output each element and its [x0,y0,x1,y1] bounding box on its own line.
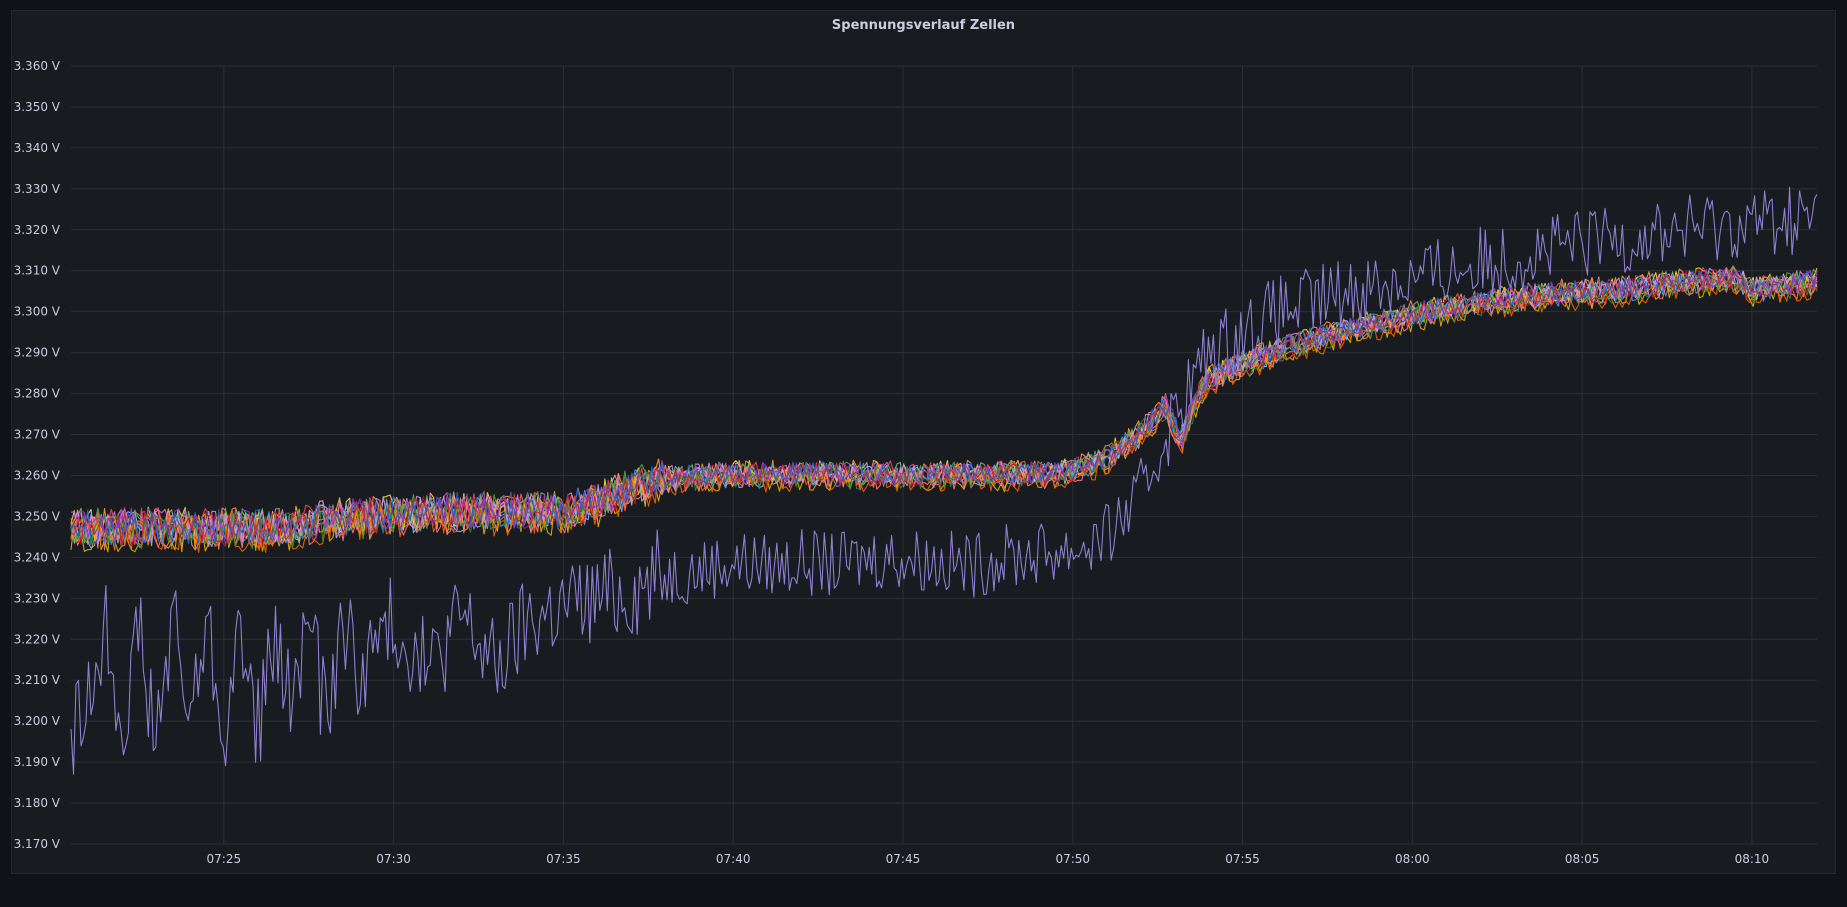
cell-voltage-line [70,272,1818,550]
y-tick-label: 3.360 V [14,59,61,73]
x-tick-label: 07:30 [376,852,411,866]
y-tick-label: 3.240 V [14,550,61,564]
cell-voltage-line [70,267,1818,544]
y-tick-label: 3.200 V [14,714,61,728]
cell-voltage-line [70,265,1818,545]
x-tick-label: 07:25 [207,852,242,866]
y-tick-label: 3.330 V [14,182,61,196]
x-tick-label: 07:55 [1225,852,1260,866]
y-tick-label: 3.210 V [14,673,61,687]
y-tick-label: 3.290 V [14,346,61,360]
cell-voltage-line [70,266,1818,546]
y-tick-label: 3.180 V [14,796,61,810]
x-tick-label: 07:35 [546,852,581,866]
y-tick-label: 3.270 V [14,428,61,442]
y-tick-label: 3.300 V [14,305,61,319]
cell-voltage-line [70,268,1818,545]
y-tick-label: 3.260 V [14,468,61,482]
y-tick-label: 3.170 V [14,837,61,851]
y-tick-label: 3.220 V [14,632,61,646]
y-tick-label: 3.320 V [14,223,61,237]
panel-title: Spennungsverlauf Zellen [831,18,1016,33]
cell-voltage-line [70,268,1818,547]
x-tick-label: 07:45 [886,852,921,866]
outlier-cell-voltage-line [70,186,1818,775]
y-tick-label: 3.310 V [14,264,61,278]
x-tick-label: 07:50 [1055,852,1090,866]
y-tick-label: 3.250 V [14,509,61,523]
y-tick-label: 3.230 V [14,591,61,605]
cell-voltage-line [70,273,1818,553]
x-tick-label: 08:05 [1565,852,1600,866]
cell-voltage-line [70,266,1818,545]
y-tick-label: 3.350 V [14,100,61,114]
x-tick-label: 07:40 [716,852,751,866]
y-tick-label: 3.190 V [14,755,61,769]
x-tick-label: 08:00 [1395,852,1430,866]
chart-panel: Spennungsverlauf Zellen [11,10,1836,874]
cell-voltage-line [70,265,1818,544]
cell-voltage-line [70,267,1818,544]
x-tick-label: 08:10 [1735,852,1770,866]
cell-voltage-line [70,269,1818,546]
y-tick-label: 3.340 V [14,141,61,155]
y-tick-label: 3.280 V [14,387,61,401]
